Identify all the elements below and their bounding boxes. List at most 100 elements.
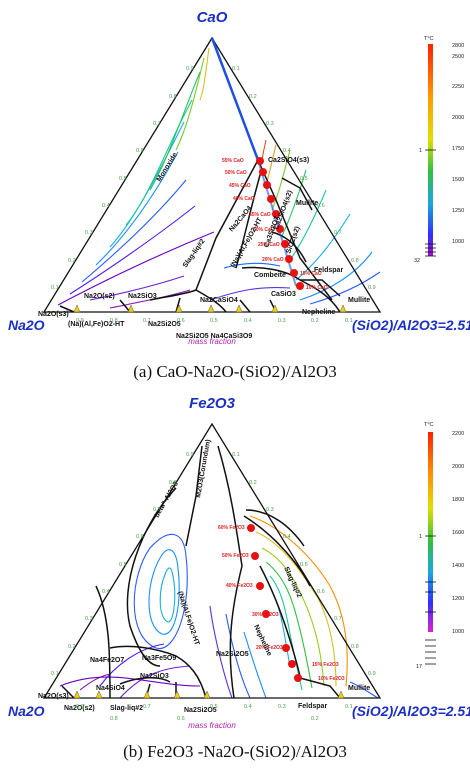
point-35 — [272, 210, 280, 218]
phase-ca2sio4: Ca2SiO4(s3) — [268, 157, 309, 164]
svg-text:55% CaO: 55% CaO — [222, 158, 244, 164]
phase-slag2-b: Slag-liq#2 — [110, 705, 143, 712]
phase-feldspar: Feldspar — [314, 267, 343, 274]
phase-na2sio3: Na2SiO3 — [128, 293, 157, 300]
ticks-left-b: 0.9 0.8 0.7 0.6 0.5 0.4 0.3 0.2 0.1 — [51, 452, 194, 677]
phase-na2si2o5-bottom: Na2Si2O5 — [184, 707, 217, 714]
point-15 — [290, 269, 298, 277]
svg-text:0.6: 0.6 — [317, 203, 325, 209]
phase-na2o-s3-b: Na2O(s3) — [38, 693, 69, 700]
svg-text:0.6: 0.6 — [177, 716, 185, 722]
percent-labels-a: 55% CaO 50% CaO 45% CaO 40% CaO 35% CaO … — [222, 158, 328, 291]
ticks-bottom-a: 0.9 0.8 0.7 0.6 0.5 0.4 0.3 0.2 0.1 — [76, 318, 353, 324]
phase-na2si2o5-b: Na2Si2O5 — [216, 651, 249, 658]
svg-text:0.6: 0.6 — [136, 534, 144, 540]
svg-text:32: 32 — [414, 258, 420, 264]
ticks-left-a: 0.9 0.8 0.7 0.6 0.5 0.4 0.3 0.2 0.1 — [51, 66, 194, 291]
colorbar-unit-a: T°C — [424, 36, 434, 42]
svg-text:0.3: 0.3 — [266, 121, 274, 127]
svg-text:2000: 2000 — [452, 464, 464, 470]
phase-na2casio4: Na2CaSiO4 — [200, 297, 238, 304]
svg-text:30% Fe2O3: 30% Fe2O3 — [252, 612, 279, 618]
caption-a: (a) CaO-Na2O-(SiO2)/Al2O3 — [133, 362, 337, 381]
phase-mullite-b: Mullite — [348, 685, 370, 692]
svg-text:30% CaO: 30% CaO — [253, 227, 275, 233]
svg-text:0.1: 0.1 — [345, 704, 353, 710]
point-20 — [285, 255, 293, 263]
svg-text:0.7: 0.7 — [334, 616, 342, 622]
svg-text:0.5: 0.5 — [300, 176, 308, 182]
svg-text:45% CaO: 45% CaO — [229, 183, 251, 189]
svg-text:0.3: 0.3 — [278, 704, 286, 710]
svg-text:25% CaO: 25% CaO — [258, 242, 280, 248]
svg-text:15% CaO: 15% CaO — [300, 271, 322, 277]
svg-text:0.9: 0.9 — [368, 285, 376, 291]
svg-text:0.1: 0.1 — [345, 318, 353, 324]
point-45 — [263, 181, 271, 189]
vertex-label-sio2-b: (SiO2)/Al2O3=2.51 — [352, 703, 470, 719]
colorbar-tick-marks-b — [425, 535, 436, 665]
svg-text:20% CaO: 20% CaO — [262, 257, 284, 263]
svg-text:10% Fe2O3: 10% Fe2O3 — [318, 676, 345, 682]
phase-bottom-alfeo2: (Na)(Al,Fe)O2-HT — [68, 321, 125, 328]
svg-text:0.6: 0.6 — [317, 589, 325, 595]
point-10 — [296, 282, 304, 290]
phase-na-alfeo2-b: (Na)(Al,Fe)O2-HT — [176, 590, 200, 646]
caption-b: (b) Fe2O3 -Na2O-(SiO2)/Al2O3 — [123, 742, 347, 761]
svg-text:1000: 1000 — [452, 239, 464, 245]
phase-na2o-s2-b: Na2O(s2) — [64, 705, 95, 712]
point-25 — [281, 240, 289, 248]
diagram-panel-b: Fe2O3 — [0, 386, 470, 769]
invariant-markers-b — [73, 690, 345, 699]
phase-boundaries-b — [61, 445, 341, 699]
phase-feldspar-b: Feldspar — [298, 703, 327, 710]
invariant-markers-a — [73, 304, 347, 313]
svg-text:15% Fe2O3: 15% Fe2O3 — [312, 662, 339, 668]
diagram-panel-a: CaO — [8, 9, 470, 381]
vertex-label-na2o-b: Na2O — [8, 703, 45, 719]
svg-text:0.1: 0.1 — [232, 66, 240, 72]
isotherms-b — [59, 515, 379, 699]
svg-text:0.7: 0.7 — [143, 704, 151, 710]
svg-text:2800: 2800 — [452, 43, 464, 49]
svg-text:1800: 1800 — [452, 497, 464, 503]
composition-points-b — [247, 524, 302, 682]
svg-text:0.1: 0.1 — [232, 452, 240, 458]
phase-nepheline: Nepheline — [302, 309, 336, 316]
point-30 — [276, 225, 284, 233]
svg-text:0.9: 0.9 — [368, 671, 376, 677]
svg-text:0.7: 0.7 — [153, 507, 161, 513]
phase-na4casi3: Na2Si2O5 Na4CaSi3O9 — [176, 333, 252, 340]
svg-text:0.2: 0.2 — [68, 644, 76, 650]
svg-text:0.1: 0.1 — [51, 671, 59, 677]
point-40 — [267, 195, 275, 203]
composition-points-a — [256, 157, 304, 290]
svg-text:1: 1 — [419, 148, 422, 154]
apex-label-fe2o3: Fe2O3 — [189, 395, 236, 412]
ternary-diagram-b: Fe2O3 — [8, 395, 470, 730]
svg-text:0.1: 0.1 — [51, 285, 59, 291]
svg-text:0.2: 0.2 — [249, 480, 257, 486]
phase-mullite-right: Mullite — [348, 297, 370, 304]
colorbar-tick-marks-a — [425, 149, 436, 257]
svg-text:60% Fe2O3: 60% Fe2O3 — [218, 525, 245, 531]
phase-labels-b: M2O3(Corundum) beta''-Al2O3 (Na)(Al,Fe)O… — [38, 439, 370, 714]
colorbar-b — [428, 432, 433, 632]
svg-text:0.8: 0.8 — [110, 716, 118, 722]
apex-label-cao: CaO — [197, 9, 228, 26]
svg-text:1600: 1600 — [452, 530, 464, 536]
colorbar-ticks-b: 2200 2000 1800 1600 1400 1200 1000 — [452, 431, 464, 635]
svg-text:0.4: 0.4 — [102, 589, 110, 595]
svg-text:50% Fe2O3: 50% Fe2O3 — [222, 553, 249, 559]
svg-text:0.5: 0.5 — [210, 704, 218, 710]
triangle-frame-b — [42, 422, 382, 699]
svg-text:0.8: 0.8 — [351, 644, 359, 650]
svg-text:1200: 1200 — [452, 596, 464, 602]
svg-text:0.2: 0.2 — [311, 318, 319, 324]
ticks-bottom-b: 0.9 0.8 0.7 0.6 0.5 0.4 0.3 0.2 0.1 — [76, 704, 353, 722]
svg-text:0.3: 0.3 — [278, 318, 286, 324]
percent-labels-b: 60% Fe2O3 50% Fe2O3 40% Fe2O3 30% Fe2O3 … — [218, 525, 345, 682]
mass-fraction-b: mass fraction — [188, 721, 236, 730]
svg-text:0.3: 0.3 — [266, 507, 274, 513]
svg-text:0.4: 0.4 — [283, 148, 291, 154]
